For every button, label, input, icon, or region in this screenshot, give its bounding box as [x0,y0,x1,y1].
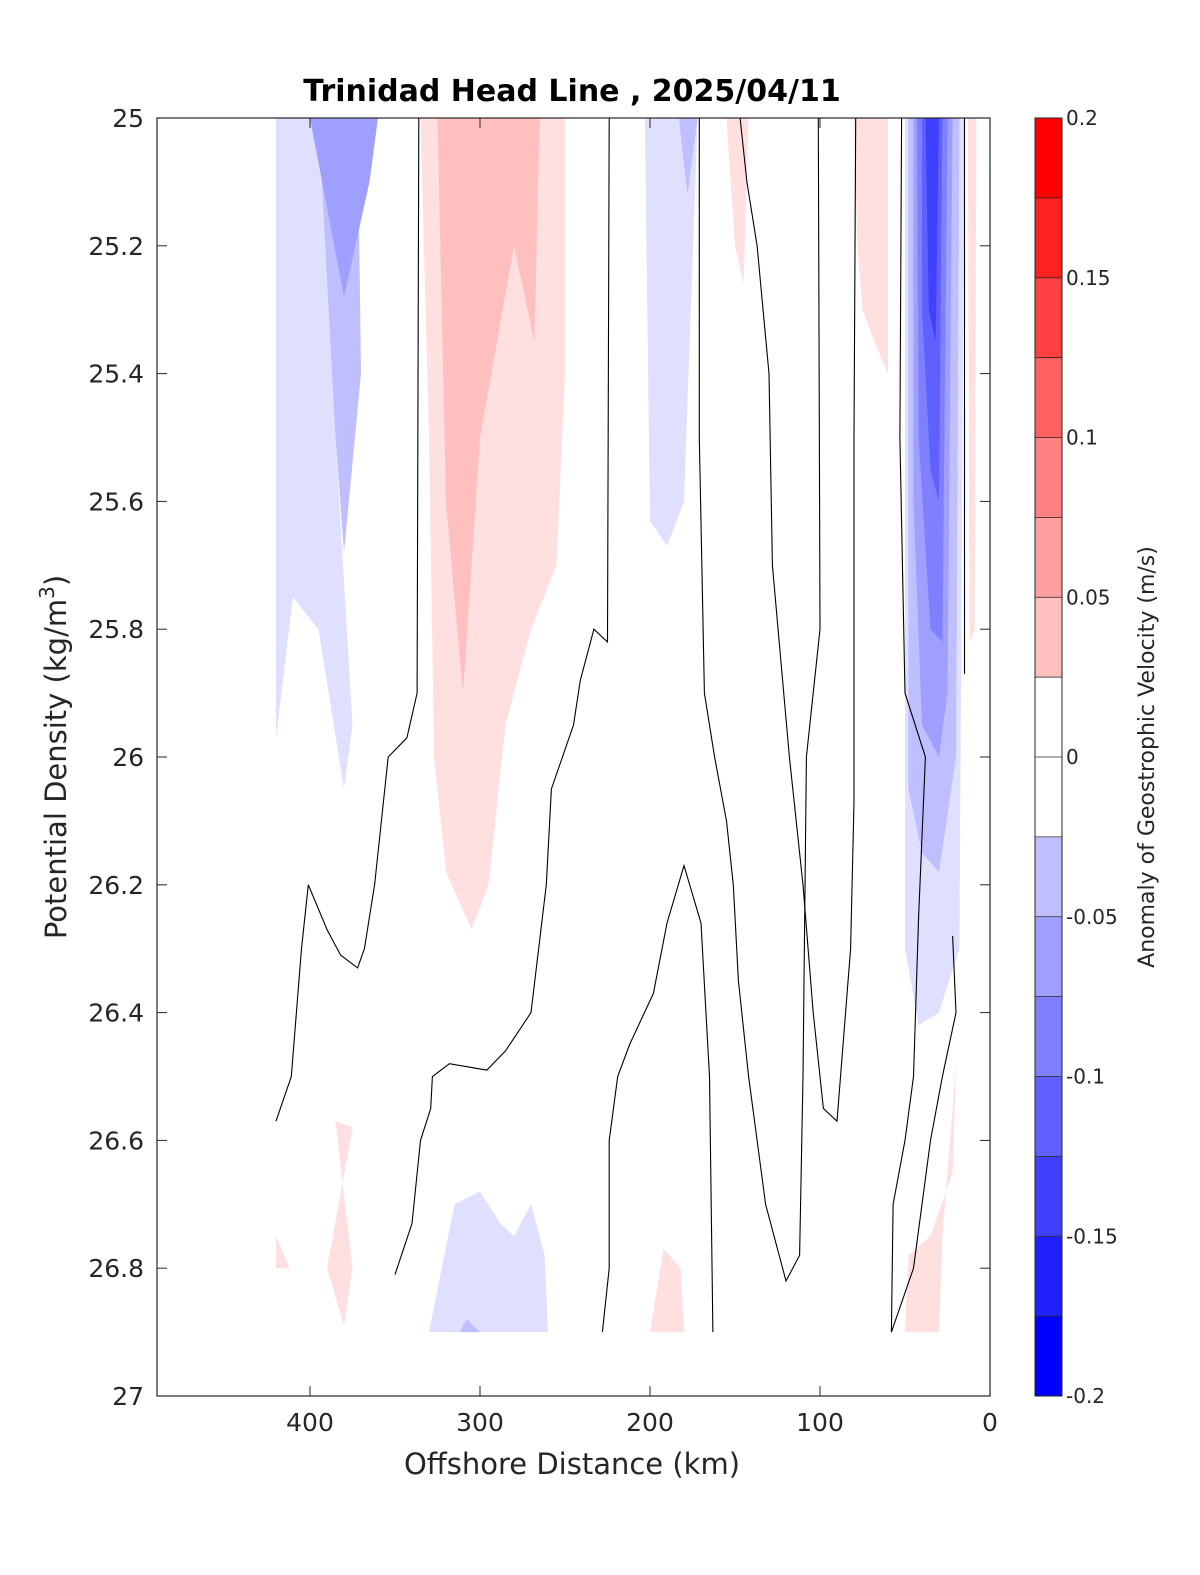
colorbar-tick-label: 0.1 [1066,426,1098,450]
zero-contour-lines [275,117,966,1333]
y-axis-title-main: Potential Density (kg/m [39,599,73,939]
y-tick-label: 26.4 [88,999,144,1028]
colorbar-tick-label: 0.15 [1066,266,1111,290]
zero-contour-line-2 [601,863,714,1333]
axis-ticks: 400 300 200 100 0 25 25.2 25.4 25.6 25.8 26 26.2 26.… [88,104,998,1437]
x-tick-label: 300 [456,1408,504,1437]
colorbar-band [1035,1236,1062,1317]
colorbar-band [1035,437,1062,518]
colorbar-tick-label: -0.2 [1066,1384,1105,1408]
y-axis-title-close: ) [39,575,73,586]
contour-fill-4 [678,118,698,195]
y-axis-title: Potential Density (kg/m3) [35,575,73,939]
contour-fill-3 [644,118,698,547]
colorbar-tick-label: -0.1 [1066,1065,1105,1089]
colorbar-band [1035,836,1062,918]
contour-fill-0 [276,118,353,789]
colorbar-band [1035,118,1062,199]
contour-fill-14 [437,118,540,694]
zero-contour-line-6 [890,935,957,1333]
zero-contour-line-5 [890,117,926,1333]
y-tick-label: 25.8 [88,615,144,644]
colorbar-band [1035,1316,1062,1397]
colorbar-band [1035,996,1062,1078]
zero-contour-line-3 [698,117,821,1283]
zero-contour-line-1 [394,117,610,1275]
colorbar-band [1035,597,1062,678]
contour-fill-17 [967,118,977,642]
contour-fill-6 [459,1319,480,1333]
y-tick-label: 26.8 [88,1254,144,1283]
contour-fill-12 [925,118,939,342]
x-tick-label: 0 [982,1408,998,1437]
contour-fill-5 [429,1191,548,1333]
y-tick-label: 25.4 [88,360,144,389]
colorbar-band [1035,277,1062,359]
colorbar-tick-label: -0.15 [1066,1224,1118,1248]
colorbar-band [1035,677,1062,758]
colorbar-tick-label: 0.2 [1066,106,1098,130]
contour-fill-18 [327,1121,353,1326]
zero-contour-line-4 [739,117,857,1123]
colorbar: 0.2 0.15 0.1 0.05 0 -0.05 -0.1 -0.15 -0.2 [1034,106,1118,1408]
y-tick-label: 25 [112,104,144,133]
contour-fill-2 [310,118,378,297]
x-tick-label: 400 [286,1408,334,1437]
colorbar-band [1035,757,1062,838]
colorbar-title: Anomaly of Geostrophic Velocity (m/s) [1135,546,1160,968]
y-tick-label: 25.6 [88,487,144,516]
y-tick-label: 26 [112,743,144,772]
contour-fill-19 [276,1236,290,1269]
colorbar-tick-label: 0.05 [1066,585,1111,609]
chart-title: Trinidad Head Line , 2025/04/11 [303,74,840,109]
y-tick-label: 26.6 [88,1126,144,1155]
contour-fill-15 [726,118,749,285]
x-tick-label: 200 [626,1408,674,1437]
contour-fill-21 [905,1063,956,1333]
colorbar-tick-label: -0.05 [1066,905,1118,929]
y-tick-label: 25.2 [88,232,144,261]
colorbar-band [1035,916,1062,998]
y-tick-label: 26.2 [88,871,144,900]
x-axis-title: Offshore Distance (km) [404,1447,740,1481]
y-axis-title-superscript: 3 [35,586,59,599]
colorbar-band [1035,1156,1062,1237]
colorbar-band [1035,1076,1062,1157]
contour-fill-20 [650,1249,684,1333]
colorbar-band [1035,357,1062,439]
zero-contour-line-0 [275,117,420,1122]
y-tick-label: 27 [112,1382,144,1411]
colorbar-tick-label: 0 [1066,745,1079,769]
colorbar-band [1035,197,1062,279]
contour-fills [276,118,977,1333]
contour-fill-16 [854,118,888,374]
x-tick-label: 100 [796,1408,844,1437]
colorbar-border [1034,117,1063,1397]
colorbar-band [1035,517,1062,598]
